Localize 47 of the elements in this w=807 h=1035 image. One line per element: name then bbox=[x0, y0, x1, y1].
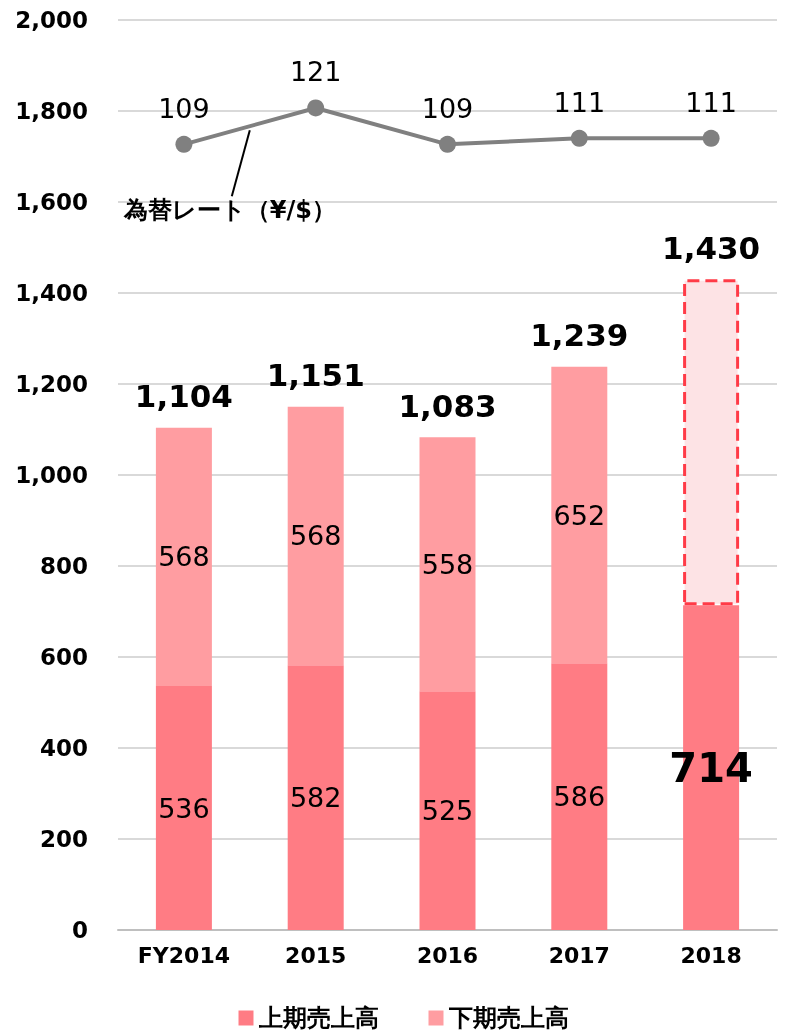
y-tick-label: 1,400 bbox=[15, 280, 88, 306]
bar bbox=[287, 406, 344, 666]
data-label: 121 bbox=[289, 56, 342, 88]
y-tick-label: 1,800 bbox=[15, 98, 88, 124]
x-tick-label: FY2014 bbox=[137, 942, 230, 968]
y-tick-label: 400 bbox=[39, 735, 88, 761]
data-label: 568 bbox=[289, 520, 342, 552]
y-tick-label: 0 bbox=[71, 917, 88, 943]
legend-label: 上期売上高 bbox=[257, 1004, 379, 1032]
y-tick-label: 800 bbox=[39, 553, 88, 579]
bar bbox=[551, 663, 608, 930]
data-label: 582 bbox=[289, 782, 342, 814]
data-label: 525 bbox=[421, 795, 474, 827]
y-tick-label: 2,000 bbox=[15, 7, 88, 33]
x-tick-label: 2016 bbox=[416, 942, 479, 968]
text: 為替レート（¥/$） bbox=[122, 196, 336, 225]
bar bbox=[155, 427, 212, 687]
data-label: 109 bbox=[158, 92, 210, 124]
data-label: 109 bbox=[421, 92, 474, 124]
y-tick-label: 200 bbox=[39, 826, 88, 852]
y-tick-label: 1,000 bbox=[15, 462, 88, 488]
bar bbox=[419, 691, 476, 930]
legend-label: 下期売上高 bbox=[447, 1004, 569, 1032]
bar bbox=[683, 279, 740, 606]
data-label: 586 bbox=[553, 781, 606, 813]
bar bbox=[551, 366, 608, 664]
data-label: 558 bbox=[421, 548, 474, 580]
data-label: 536 bbox=[158, 792, 210, 824]
y-tick-label: 600 bbox=[39, 644, 88, 670]
bar bbox=[155, 686, 212, 930]
x-tick-label: 2017 bbox=[548, 942, 610, 968]
total-label: 1,239 bbox=[530, 317, 629, 354]
total-label: 1,083 bbox=[398, 387, 497, 424]
y-tick-label: 1,600 bbox=[15, 189, 88, 215]
total-label: 1,430 bbox=[662, 229, 761, 266]
y-tick-label: 1,200 bbox=[15, 371, 88, 397]
bar bbox=[419, 437, 476, 692]
data-label: 568 bbox=[158, 541, 210, 573]
x-tick-label: 2018 bbox=[680, 942, 742, 968]
x-tick-label: 2015 bbox=[285, 942, 347, 968]
total-label: 1,151 bbox=[266, 357, 365, 394]
data-label: 111 bbox=[553, 86, 606, 118]
bar bbox=[287, 665, 344, 930]
data-label: 714 bbox=[669, 744, 753, 791]
total-label: 1,104 bbox=[134, 378, 233, 415]
data-label: 652 bbox=[553, 499, 606, 531]
data-label: 111 bbox=[685, 86, 737, 118]
